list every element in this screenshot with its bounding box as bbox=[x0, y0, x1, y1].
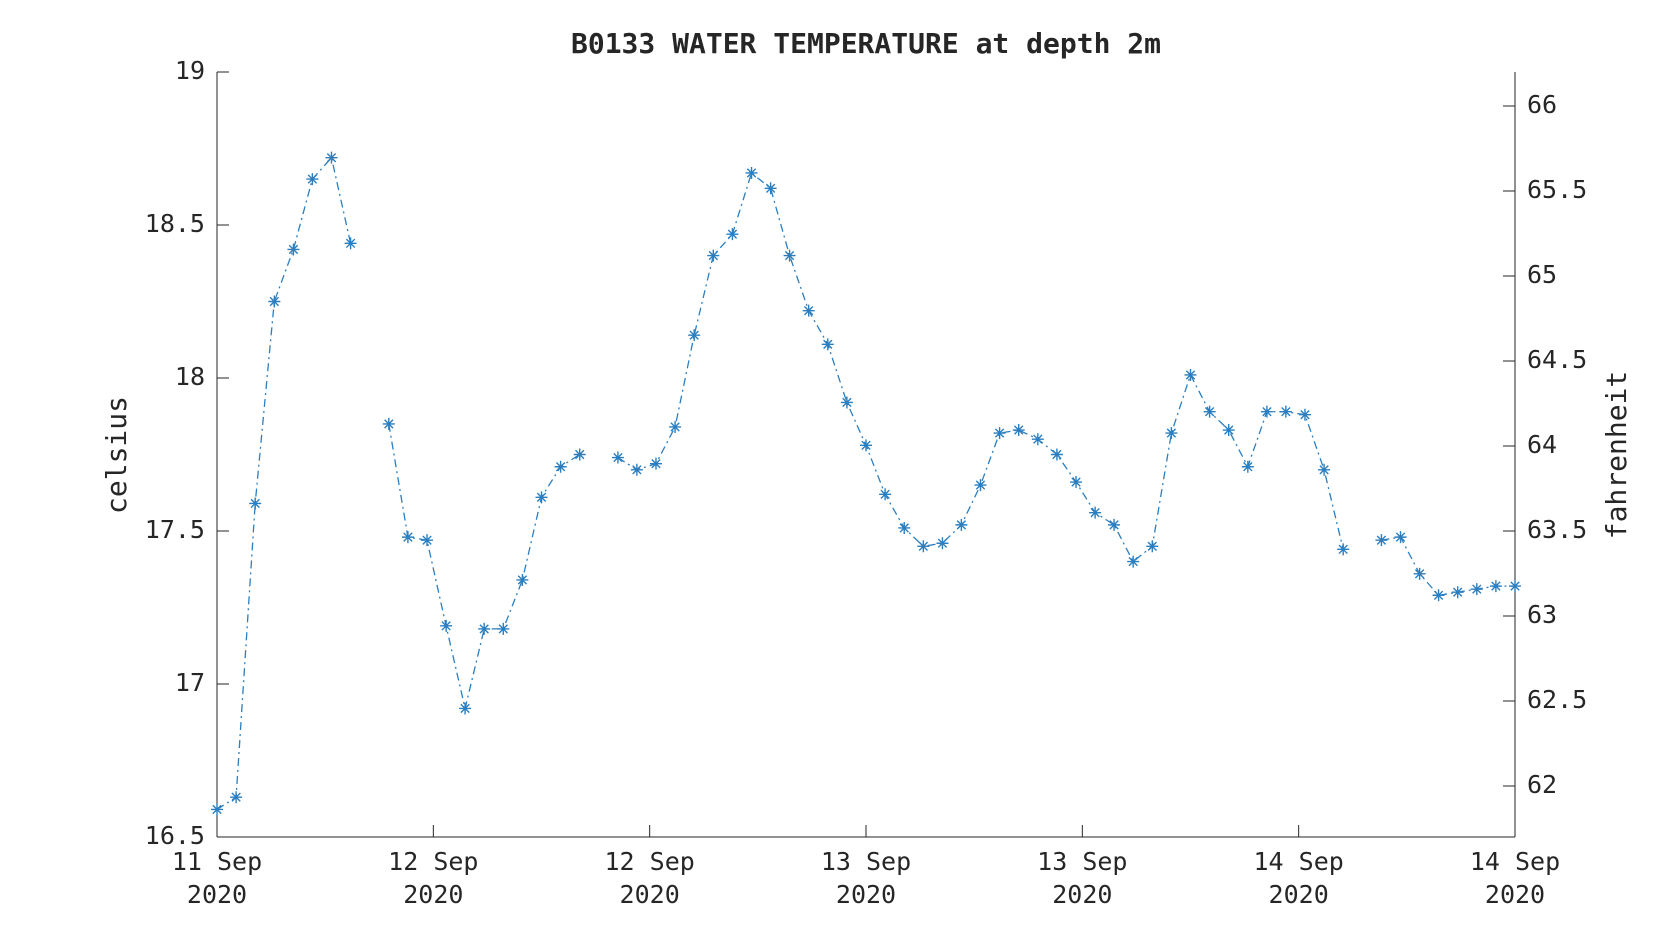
marker bbox=[1165, 427, 1178, 440]
marker bbox=[1127, 555, 1140, 568]
marker bbox=[459, 702, 472, 715]
marker bbox=[401, 531, 414, 544]
y-tick-label: 17.5 bbox=[145, 515, 205, 544]
y2-tick-label: 65 bbox=[1527, 260, 1557, 289]
marker bbox=[898, 521, 911, 534]
marker bbox=[1470, 583, 1483, 596]
x-tick-label: 12 Sep 2020 bbox=[388, 847, 479, 909]
marker bbox=[1337, 543, 1350, 556]
y-tick-label: 17 bbox=[175, 668, 205, 697]
y-axis-label: celsius bbox=[100, 396, 133, 514]
marker bbox=[955, 518, 968, 531]
marker bbox=[1241, 460, 1254, 473]
marker bbox=[573, 448, 586, 461]
marker bbox=[1050, 448, 1063, 461]
y2-axis-label: fahrenheit bbox=[1600, 371, 1633, 540]
marker bbox=[211, 803, 223, 816]
marker bbox=[879, 488, 892, 501]
marker bbox=[1031, 433, 1044, 446]
marker bbox=[230, 791, 243, 804]
marker bbox=[516, 573, 529, 586]
marker bbox=[1509, 580, 1521, 593]
y2-tick-label: 63 bbox=[1527, 600, 1557, 629]
marker bbox=[306, 173, 319, 186]
marker bbox=[1298, 408, 1311, 421]
marker bbox=[936, 537, 949, 550]
marker bbox=[688, 329, 701, 342]
marker bbox=[745, 166, 758, 179]
marker bbox=[1489, 580, 1502, 593]
marker bbox=[1432, 589, 1445, 602]
marker bbox=[669, 420, 682, 433]
x-tick-label: 12 Sep 2020 bbox=[604, 847, 695, 909]
marker bbox=[707, 249, 720, 262]
marker bbox=[630, 463, 643, 476]
y2-tick-label: 62 bbox=[1527, 770, 1557, 799]
marker bbox=[1089, 506, 1102, 519]
marker bbox=[1413, 567, 1426, 580]
marker bbox=[1108, 518, 1121, 531]
marker bbox=[1146, 540, 1159, 553]
marker bbox=[249, 497, 262, 510]
marker bbox=[860, 439, 872, 452]
marker bbox=[649, 457, 662, 470]
marker bbox=[421, 534, 434, 547]
x-tick-label: 11 Sep 2020 bbox=[171, 847, 263, 909]
marker bbox=[821, 338, 834, 351]
marker bbox=[1260, 405, 1273, 418]
marker bbox=[1070, 476, 1083, 489]
marker bbox=[1012, 424, 1025, 437]
y-tick-label: 16.5 bbox=[145, 821, 205, 850]
marker bbox=[535, 491, 548, 504]
x-tick-label: 13 Sep 2020 bbox=[820, 847, 912, 909]
marker bbox=[764, 182, 777, 195]
y2-tick-label: 64 bbox=[1527, 430, 1557, 459]
marker bbox=[554, 460, 567, 473]
marker bbox=[1451, 586, 1464, 599]
marker bbox=[382, 417, 395, 430]
marker bbox=[993, 427, 1006, 440]
y2-tick-label: 66 bbox=[1527, 90, 1557, 119]
marker bbox=[344, 237, 357, 250]
x-tick-label: 14 Sep 2020 bbox=[1469, 847, 1561, 909]
marker bbox=[478, 622, 491, 635]
marker bbox=[268, 295, 281, 308]
marker bbox=[1203, 405, 1216, 418]
marker bbox=[1318, 463, 1331, 476]
y-tick-label: 19 bbox=[175, 56, 205, 85]
y-tick-label: 18 bbox=[175, 362, 205, 391]
marker bbox=[726, 228, 739, 241]
marker bbox=[783, 249, 796, 262]
y2-tick-label: 63.5 bbox=[1527, 515, 1587, 544]
marker bbox=[440, 619, 453, 632]
y2-tick-label: 64.5 bbox=[1527, 345, 1587, 374]
marker bbox=[802, 304, 815, 317]
marker bbox=[840, 396, 853, 409]
marker bbox=[325, 151, 338, 164]
y-tick-label: 18.5 bbox=[145, 209, 205, 238]
data-line bbox=[216, 156, 1515, 811]
marker bbox=[1279, 405, 1292, 418]
marker bbox=[611, 451, 624, 464]
marker bbox=[974, 479, 987, 492]
y2-tick-label: 65.5 bbox=[1527, 175, 1587, 204]
x-tick-label: 13 Sep 2020 bbox=[1037, 847, 1128, 909]
marker bbox=[1394, 531, 1407, 544]
marker bbox=[1184, 368, 1197, 381]
x-tick-label: 14 Sep 2020 bbox=[1253, 847, 1344, 909]
marker bbox=[917, 540, 930, 553]
marker bbox=[1375, 534, 1388, 547]
marker bbox=[497, 622, 510, 635]
y2-tick-label: 62.5 bbox=[1527, 685, 1587, 714]
marker bbox=[1222, 424, 1235, 437]
chart-title: B0133 WATER TEMPERATURE at depth 2m bbox=[571, 27, 1161, 60]
marker bbox=[287, 243, 300, 256]
